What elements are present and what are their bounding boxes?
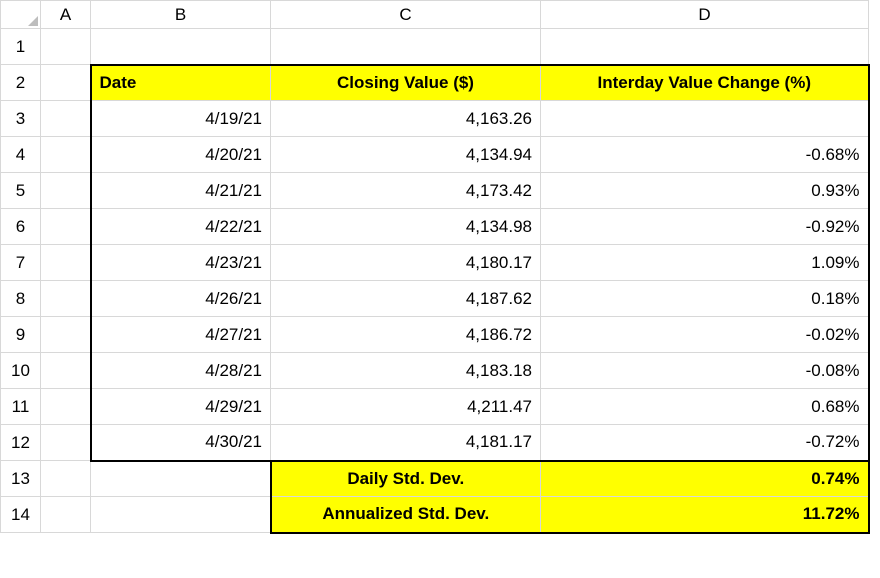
cell-B9[interactable]: 4/27/21 xyxy=(91,317,271,353)
row-2: 2 Date Closing Value ($) Interday Value … xyxy=(1,65,869,101)
select-all-corner[interactable] xyxy=(1,1,41,29)
cell-A6[interactable] xyxy=(41,209,91,245)
cell-C2[interactable]: Closing Value ($) xyxy=(271,65,541,101)
row-header-4[interactable]: 4 xyxy=(1,137,41,173)
cell-A1[interactable] xyxy=(41,29,91,65)
cell-D13[interactable]: 0.74% xyxy=(541,461,869,497)
cell-B13[interactable] xyxy=(91,461,271,497)
row-5: 5 4/21/21 4,173.42 0.93% xyxy=(1,173,869,209)
row-header-7[interactable]: 7 xyxy=(1,245,41,281)
cell-A9[interactable] xyxy=(41,317,91,353)
cell-C8[interactable]: 4,187.62 xyxy=(271,281,541,317)
cell-A10[interactable] xyxy=(41,353,91,389)
cell-B14[interactable] xyxy=(91,497,271,533)
row-header-14[interactable]: 14 xyxy=(1,497,41,533)
cell-D4[interactable]: -0.68% xyxy=(541,137,869,173)
row-header-13[interactable]: 13 xyxy=(1,461,41,497)
col-header-B[interactable]: B xyxy=(91,1,271,29)
cell-A7[interactable] xyxy=(41,245,91,281)
cell-C4[interactable]: 4,134.94 xyxy=(271,137,541,173)
cell-A2[interactable] xyxy=(41,65,91,101)
row-3: 3 4/19/21 4,163.26 xyxy=(1,101,869,137)
cell-B7[interactable]: 4/23/21 xyxy=(91,245,271,281)
cell-A12[interactable] xyxy=(41,425,91,461)
cell-C13[interactable]: Daily Std. Dev. xyxy=(271,461,541,497)
cell-D7[interactable]: 1.09% xyxy=(541,245,869,281)
cell-B3[interactable]: 4/19/21 xyxy=(91,101,271,137)
cell-C10[interactable]: 4,183.18 xyxy=(271,353,541,389)
row-header-10[interactable]: 10 xyxy=(1,353,41,389)
spreadsheet-viewport: A B C D 1 2 Date Closing Value ($) Inter… xyxy=(0,0,880,578)
row-14: 14 Annualized Std. Dev. 11.72% xyxy=(1,497,869,533)
cell-C14[interactable]: Annualized Std. Dev. xyxy=(271,497,541,533)
cell-D14[interactable]: 11.72% xyxy=(541,497,869,533)
row-header-5[interactable]: 5 xyxy=(1,173,41,209)
row-header-6[interactable]: 6 xyxy=(1,209,41,245)
row-11: 11 4/29/21 4,211.47 0.68% xyxy=(1,389,869,425)
cell-B5[interactable]: 4/21/21 xyxy=(91,173,271,209)
cell-B2[interactable]: Date xyxy=(91,65,271,101)
cell-D3[interactable] xyxy=(541,101,869,137)
row-header-2[interactable]: 2 xyxy=(1,65,41,101)
row-header-11[interactable]: 11 xyxy=(1,389,41,425)
cell-B1[interactable] xyxy=(91,29,271,65)
cell-D10[interactable]: -0.08% xyxy=(541,353,869,389)
cell-B4[interactable]: 4/20/21 xyxy=(91,137,271,173)
cell-D9[interactable]: -0.02% xyxy=(541,317,869,353)
row-9: 9 4/27/21 4,186.72 -0.02% xyxy=(1,317,869,353)
cell-A13[interactable] xyxy=(41,461,91,497)
cell-D2[interactable]: Interday Value Change (%) xyxy=(541,65,869,101)
cell-D5[interactable]: 0.93% xyxy=(541,173,869,209)
row-13: 13 Daily Std. Dev. 0.74% xyxy=(1,461,869,497)
row-7: 7 4/23/21 4,180.17 1.09% xyxy=(1,245,869,281)
cell-A3[interactable] xyxy=(41,101,91,137)
cell-A14[interactable] xyxy=(41,497,91,533)
cell-C12[interactable]: 4,181.17 xyxy=(271,425,541,461)
cell-C9[interactable]: 4,186.72 xyxy=(271,317,541,353)
col-header-C[interactable]: C xyxy=(271,1,541,29)
cell-A8[interactable] xyxy=(41,281,91,317)
cell-B6[interactable]: 4/22/21 xyxy=(91,209,271,245)
cell-D1[interactable] xyxy=(541,29,869,65)
cell-B11[interactable]: 4/29/21 xyxy=(91,389,271,425)
cell-A4[interactable] xyxy=(41,137,91,173)
cell-B10[interactable]: 4/28/21 xyxy=(91,353,271,389)
row-header-8[interactable]: 8 xyxy=(1,281,41,317)
cell-D12[interactable]: -0.72% xyxy=(541,425,869,461)
cell-C3[interactable]: 4,163.26 xyxy=(271,101,541,137)
cell-C1[interactable] xyxy=(271,29,541,65)
row-header-12[interactable]: 12 xyxy=(1,425,41,461)
cell-B12[interactable]: 4/30/21 xyxy=(91,425,271,461)
cell-D8[interactable]: 0.18% xyxy=(541,281,869,317)
cell-C7[interactable]: 4,180.17 xyxy=(271,245,541,281)
column-header-row: A B C D xyxy=(1,1,869,29)
row-header-3[interactable]: 3 xyxy=(1,101,41,137)
row-4: 4 4/20/21 4,134.94 -0.68% xyxy=(1,137,869,173)
cell-A5[interactable] xyxy=(41,173,91,209)
col-header-A[interactable]: A xyxy=(41,1,91,29)
row-1: 1 xyxy=(1,29,869,65)
row-8: 8 4/26/21 4,187.62 0.18% xyxy=(1,281,869,317)
row-header-9[interactable]: 9 xyxy=(1,317,41,353)
spreadsheet-grid: A B C D 1 2 Date Closing Value ($) Inter… xyxy=(0,0,870,534)
col-header-D[interactable]: D xyxy=(541,1,869,29)
row-10: 10 4/28/21 4,183.18 -0.08% xyxy=(1,353,869,389)
row-12: 12 4/30/21 4,181.17 -0.72% xyxy=(1,425,869,461)
cell-C6[interactable]: 4,134.98 xyxy=(271,209,541,245)
row-header-1[interactable]: 1 xyxy=(1,29,41,65)
row-6: 6 4/22/21 4,134.98 -0.92% xyxy=(1,209,869,245)
cell-C5[interactable]: 4,173.42 xyxy=(271,173,541,209)
cell-D6[interactable]: -0.92% xyxy=(541,209,869,245)
cell-A11[interactable] xyxy=(41,389,91,425)
cell-C11[interactable]: 4,211.47 xyxy=(271,389,541,425)
cell-D11[interactable]: 0.68% xyxy=(541,389,869,425)
cell-B8[interactable]: 4/26/21 xyxy=(91,281,271,317)
